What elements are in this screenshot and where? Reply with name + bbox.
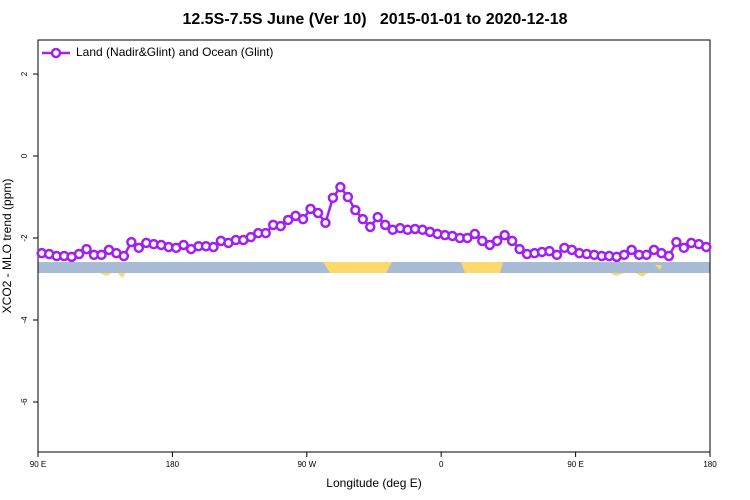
- data-point: [484, 239, 495, 251]
- x-tick-label: 180: [703, 460, 717, 469]
- data-point: [260, 227, 271, 239]
- data-point: [73, 248, 85, 260]
- data-point: [133, 242, 145, 254]
- data-point: [245, 231, 257, 243]
- data-point: [499, 229, 510, 241]
- data-point: [641, 249, 652, 261]
- data-point: [305, 203, 316, 215]
- map-strip: [38, 262, 710, 278]
- x-tick-label: 90 E: [567, 460, 583, 469]
- y-tick-label: -2: [20, 234, 29, 242]
- data-point: [96, 249, 107, 261]
- legend-marker: [50, 47, 62, 59]
- data-point: [671, 236, 682, 248]
- data-point: [342, 191, 354, 203]
- x-tick-label: 90 E: [30, 460, 46, 469]
- x-tick-label: 90 W: [297, 460, 316, 469]
- data-point: [514, 243, 525, 255]
- data-point: [312, 207, 324, 219]
- data-point: [626, 244, 637, 256]
- chart-title: 12.5S-7.5S June (Ver 10) 2015-01-01 to 2…: [182, 11, 567, 28]
- x-tick-label: 0: [439, 460, 444, 469]
- data-point: [701, 241, 712, 253]
- y-tick-label: -6: [20, 398, 29, 406]
- x-tick-label: 180: [166, 460, 180, 469]
- data-point: [327, 192, 339, 204]
- data-point: [551, 249, 563, 261]
- y-tick-label: 2: [20, 71, 29, 76]
- data-point: [126, 236, 137, 248]
- data-point: [678, 242, 690, 254]
- y-tick-label: -4: [20, 316, 29, 324]
- data-point: [372, 211, 383, 223]
- data-point: [357, 213, 369, 225]
- data-point: [462, 232, 473, 244]
- data-point: [178, 239, 189, 251]
- data-point: [477, 235, 488, 247]
- y-axis-label: XCO2 - MLO trend (ppm): [0, 179, 14, 314]
- data-point: [491, 235, 503, 247]
- data-point: [663, 250, 675, 262]
- legend: Land (Nadir&Glint) and Ocean (Glint): [42, 45, 273, 59]
- data-point: [118, 250, 130, 262]
- data-point: [379, 219, 391, 231]
- x-axis-label: Longitude (deg E): [326, 476, 421, 490]
- data-point: [618, 249, 630, 261]
- data-point: [320, 217, 331, 229]
- data-point: [282, 214, 294, 226]
- data-point: [506, 235, 518, 247]
- data-point: [208, 241, 219, 253]
- data-point: [365, 221, 376, 233]
- data-point: [335, 181, 346, 193]
- data-point: [81, 243, 92, 255]
- data-point: [297, 213, 309, 225]
- data-point: [350, 204, 361, 216]
- data-point: [275, 220, 286, 232]
- y-tick-label: 0: [20, 153, 29, 158]
- data-point: [469, 228, 481, 240]
- legend-label: Land (Nadir&Glint) and Ocean (Glint): [76, 45, 273, 59]
